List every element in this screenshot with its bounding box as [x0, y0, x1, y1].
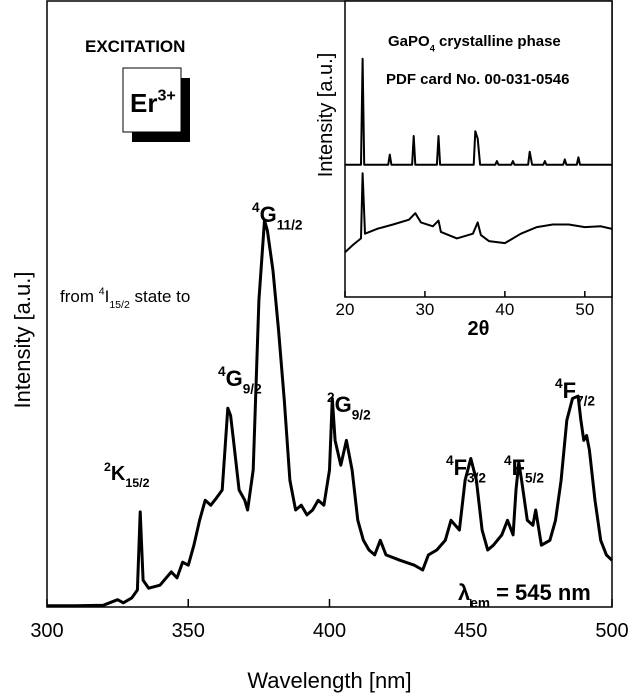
inset-frame — [344, 0, 613, 298]
annotation-part: crystalline phase — [435, 33, 561, 50]
annotation: Er3+ — [130, 86, 176, 118]
annotation-part: 4 — [218, 364, 226, 379]
annotation-part: G — [260, 202, 277, 227]
x-tick-label: 300 — [30, 620, 63, 642]
annotation-part: 15/2 — [125, 476, 149, 490]
annotation-part: 2 — [104, 460, 111, 474]
annotation: 4G11/2 — [252, 200, 303, 233]
xrd-line — [344, 172, 613, 254]
inset-x-tick-label: 30 — [415, 300, 434, 319]
annotation-part: F — [512, 455, 525, 480]
annotation: PDF card No. 00-031-0546 — [386, 71, 569, 88]
annotation-part: 3+ — [157, 86, 175, 104]
annotation-part: PDF card No. 00-031-0546 — [386, 71, 569, 88]
annotation-part: 4 — [430, 43, 436, 53]
annotation-part: 15/2 — [109, 299, 130, 311]
inset-y-axis-label: Intensity [a.u.] — [315, 53, 337, 178]
annotation-part: 5/2 — [525, 471, 544, 486]
annotation: 2G9/2 — [327, 390, 371, 423]
annotation: EXCITATION — [85, 37, 185, 56]
annotation-part: 9/2 — [352, 408, 371, 423]
x-tick-label: 500 — [595, 620, 628, 642]
annotation-part: F — [454, 455, 467, 480]
annotation-part: I — [105, 287, 110, 306]
annotation-part: 4 — [252, 200, 260, 215]
annotation-part: from — [60, 287, 99, 306]
annotation: λem = 545 nm — [458, 580, 591, 611]
xrd-line — [345, 57, 612, 166]
annotation-part: 2 — [327, 390, 335, 405]
annotation-part: 4 — [99, 285, 105, 297]
inset-x-axis-label: 2θ — [468, 318, 490, 340]
annotation: 2K15/2 — [104, 460, 150, 490]
inset-x-tick-label: 40 — [495, 300, 514, 319]
annotation-part: state to — [130, 287, 190, 306]
annotation: from 4I15/2 state to — [60, 285, 190, 311]
x-tick-label: 400 — [313, 620, 346, 642]
annotation-part: = 545 nm — [490, 580, 591, 605]
annotation: GaPO4 crystalline phase — [388, 33, 561, 53]
annotation-part: K — [111, 463, 126, 485]
annotation-part: Er — [130, 88, 157, 118]
annotation: 4F5/2 — [504, 453, 544, 486]
inset-x-tick-label: 20 — [336, 300, 355, 319]
spectrum-line — [47, 218, 614, 608]
annotation-part: G — [226, 366, 243, 391]
annotation-part: 7/2 — [576, 394, 595, 409]
y-axis-label: Intensity [a.u.] — [10, 272, 35, 409]
annotation-part: em — [470, 596, 490, 611]
annotation-part: 3/2 — [467, 471, 486, 486]
annotation-part: 11/2 — [277, 218, 303, 233]
annotation-part: F — [563, 378, 576, 403]
annotation-part: 4 — [446, 453, 454, 468]
annotation-part: λ — [458, 580, 470, 605]
annotation-part: 4 — [555, 376, 563, 391]
inset-x-tick-label: 50 — [575, 300, 594, 319]
annotation-part: EXCITATION — [85, 37, 185, 56]
box — [122, 67, 182, 133]
annotation: 4F3/2 — [446, 453, 486, 486]
annotation: 4G9/2 — [218, 364, 262, 397]
annotation: 4F7/2 — [555, 376, 595, 409]
annotation-part: 9/2 — [243, 382, 262, 397]
x-axis-label: Wavelength [nm] — [247, 668, 411, 693]
annotation-part: 4 — [504, 453, 512, 468]
x-tick-label: 350 — [172, 620, 205, 642]
annotation-part: G — [335, 392, 352, 417]
x-tick-label: 450 — [454, 620, 487, 642]
annotation-part: GaPO — [388, 33, 430, 50]
